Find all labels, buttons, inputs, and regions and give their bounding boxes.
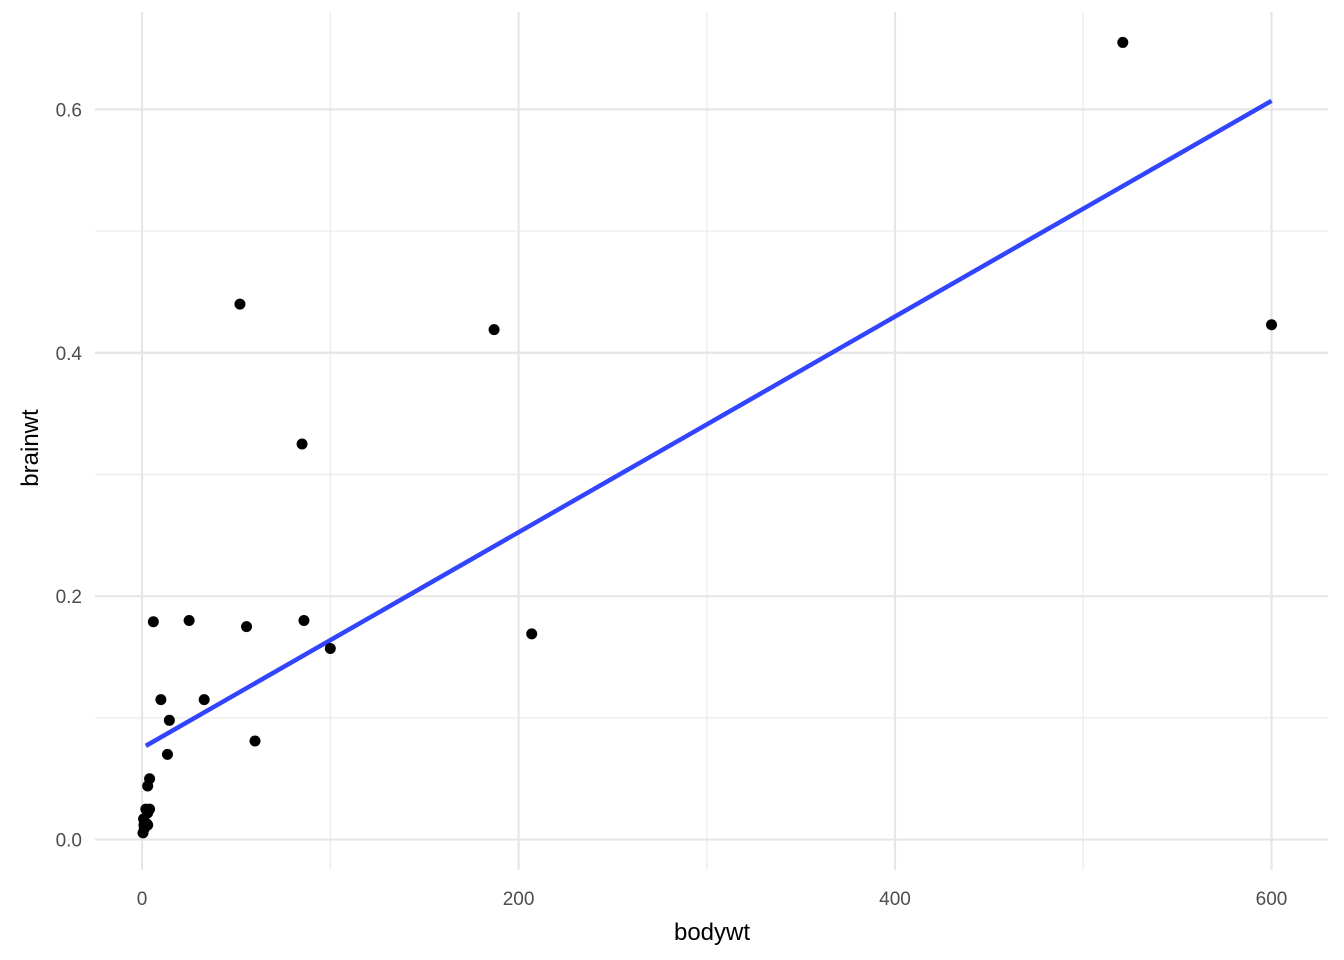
y-tick-label: 0.2 [56,587,82,608]
data-point [161,748,173,760]
y-axis-tick-labels: 0.0 0.2 0.4 0.6 [56,100,83,851]
data-point [183,615,195,627]
x-tick-label: 400 [879,889,911,910]
data-point [163,714,175,726]
y-tick-label: 0.4 [56,344,83,365]
data-point [155,694,167,706]
x-tick-label: 0 [137,889,148,910]
regression-line-layer [144,98,1273,748]
x-tick-label: 600 [1256,889,1288,910]
data-point [147,616,159,628]
data-point [488,324,500,336]
data-points [137,36,1278,839]
data-point [234,298,246,310]
data-point [1117,36,1129,48]
data-point [241,621,253,633]
data-point [144,803,156,815]
data-point [144,773,156,785]
data-point [198,694,210,706]
data-point [298,615,310,627]
y-tick-label: 0.6 [56,100,82,121]
regression-line [144,98,1273,748]
y-axis-title: brainwt [17,409,44,487]
data-point [142,819,154,831]
data-point [526,628,538,640]
data-point [1266,319,1278,331]
major-gridlines [95,12,1328,870]
x-tick-label: 200 [503,889,535,910]
minor-gridlines [95,12,1328,870]
data-point [296,438,308,450]
x-axis-tick-labels: 0 200 400 600 [137,889,1288,910]
x-axis-title: bodywt [674,919,750,946]
data-point [249,735,261,747]
data-point [324,643,336,655]
y-tick-label: 0.0 [56,831,82,852]
